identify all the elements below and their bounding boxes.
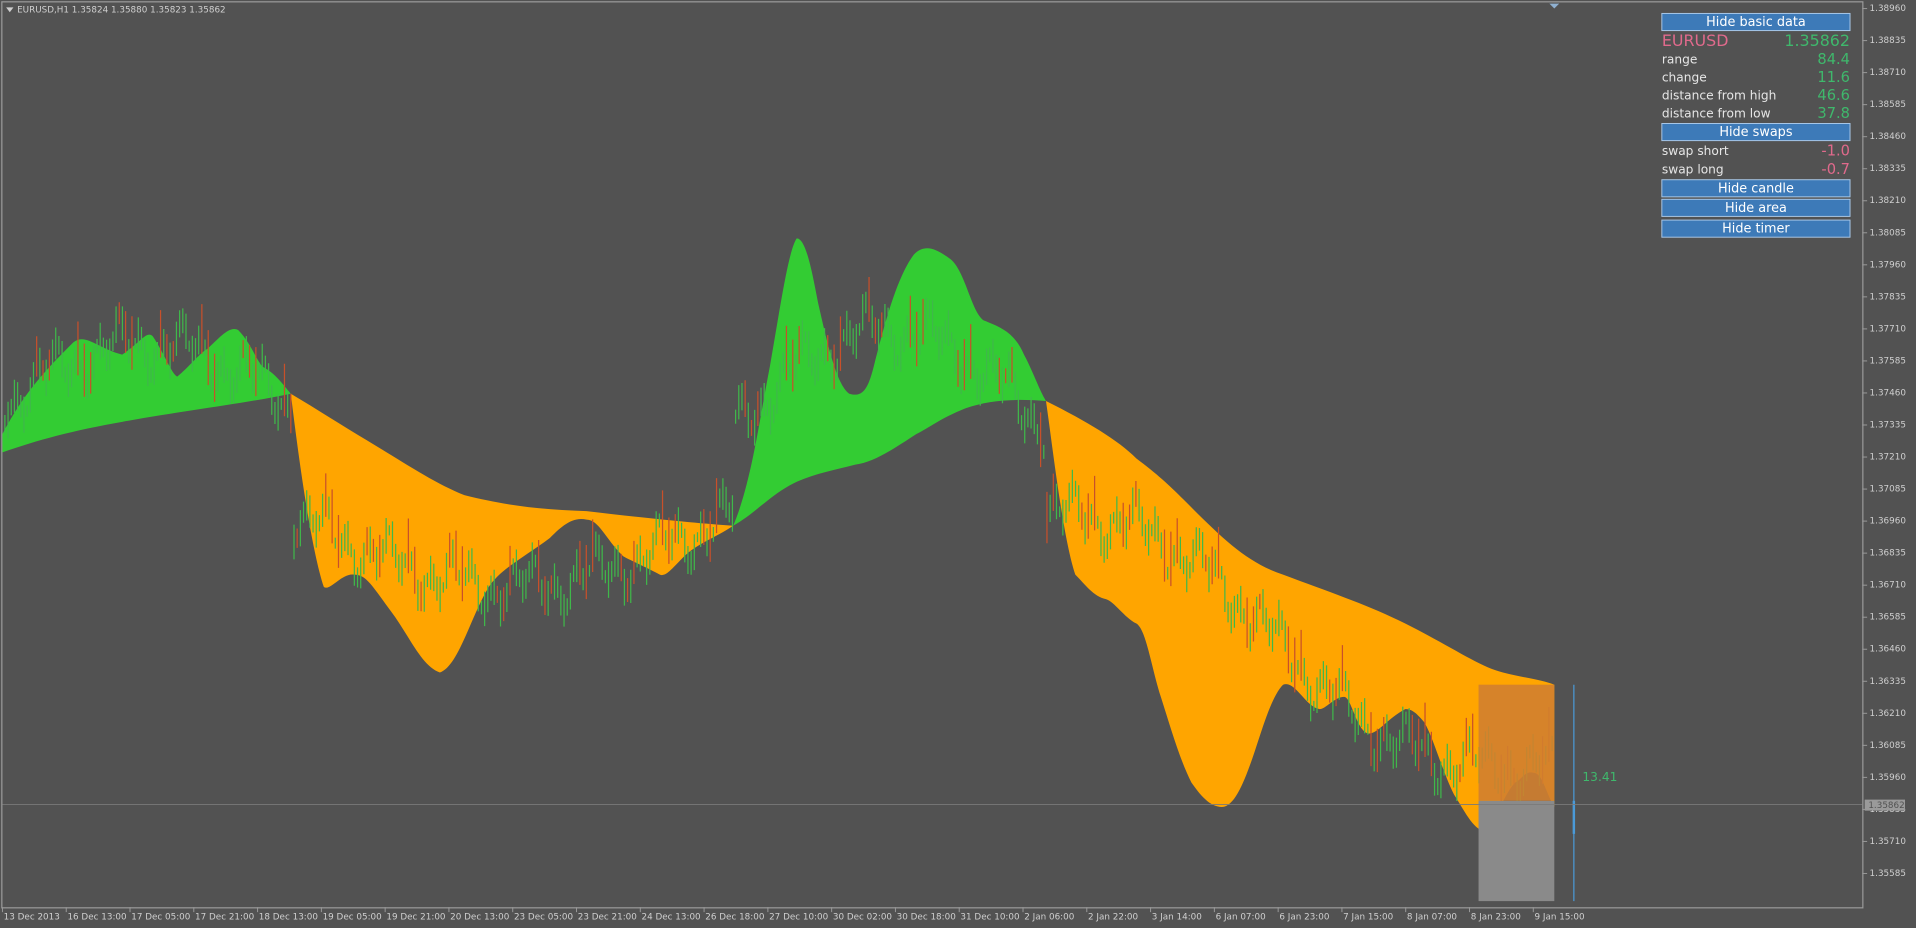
panel-row-value: -1.0	[1821, 143, 1850, 160]
price-label: 1.37835	[1870, 292, 1906, 302]
price-label: 1.38585	[1870, 100, 1906, 110]
panel-button-label[interactable]: Hide area	[1725, 201, 1787, 216]
time-label: 30 Dec 02:00	[833, 912, 893, 922]
time-label: 23 Dec 21:00	[578, 912, 638, 922]
time-label: 23 Dec 05:00	[514, 912, 574, 922]
price-label: 1.35585	[1870, 869, 1906, 879]
price-label: 1.37210	[1870, 453, 1907, 463]
green-area	[733, 238, 1046, 526]
candle-zone-lower	[1478, 800, 1555, 902]
panel-button[interactable]	[1661, 219, 1851, 238]
time-label: 24 Dec 13:00	[642, 912, 702, 922]
time-label: 3 Jan 14:00	[1152, 912, 1202, 922]
price-label: 1.38335	[1870, 164, 1906, 174]
time-label: 17 Dec 21:00	[195, 912, 255, 922]
time-label: 2 Jan 22:00	[1088, 912, 1138, 922]
panel-row-label: swap short	[1662, 144, 1729, 158]
price-label: 1.38960	[1870, 4, 1907, 14]
bull-bars	[4, 291, 1553, 809]
price-label: 1.37460	[1870, 388, 1907, 398]
shift-marker	[1549, 3, 1560, 9]
price-label: 1.36210	[1870, 709, 1907, 719]
price-label: 1.35710	[1870, 837, 1907, 847]
panel-button[interactable]	[1661, 198, 1851, 217]
time-label: 19 Dec 21:00	[386, 912, 446, 922]
time-label: 9 Jan 15:00	[1535, 912, 1585, 922]
panel-button-label[interactable]: Hide candle	[1718, 181, 1794, 196]
price-bars	[4, 277, 1553, 809]
panel-row-value: 46.6	[1817, 87, 1850, 104]
price-label: 1.37960	[1870, 260, 1907, 270]
price-label: 1.36960	[1870, 517, 1907, 527]
plot-border	[1, 1, 1864, 909]
price-label: 1.38835	[1870, 36, 1906, 46]
time-label: 20 Dec 13:00	[450, 912, 510, 922]
time-label: 8 Jan 23:00	[1471, 912, 1521, 922]
time-label: 18 Dec 13:00	[259, 912, 319, 922]
panel-row-value: 37.8	[1817, 105, 1850, 122]
time-label: 6 Jan 23:00	[1279, 912, 1329, 922]
price-label: 1.38210	[1870, 196, 1907, 206]
price-label: 1.36835	[1870, 549, 1906, 559]
price-label: 1.36585	[1870, 613, 1906, 623]
time-label: 17 Dec 05:00	[131, 912, 191, 922]
time-label: 19 Dec 05:00	[323, 912, 383, 922]
time-label: 16 Dec 13:00	[67, 912, 127, 922]
price-label: 1.38710	[1870, 68, 1907, 78]
current-price-box	[1864, 799, 1906, 811]
bear-bars	[36, 277, 1550, 805]
price-label: 1.37085	[1870, 485, 1906, 495]
candle-timer: 13.41	[1582, 770, 1617, 784]
time-label: 26 Dec 18:00	[705, 912, 765, 922]
price-label: 1.38085	[1870, 228, 1906, 238]
panel-row-label: change	[1662, 70, 1707, 84]
panel-row-value: -0.7	[1821, 161, 1850, 178]
panel-row-label: distance from low	[1662, 106, 1771, 120]
time-label: 30 Dec 18:00	[897, 912, 957, 922]
price-label: 1.35960	[1870, 773, 1907, 783]
price-label: 1.37710	[1870, 324, 1907, 334]
time-label: 31 Dec 10:00	[960, 912, 1020, 922]
time-label: 7 Jan 15:00	[1343, 912, 1393, 922]
panel-row-value: 11.6	[1817, 69, 1850, 86]
time-label: 13 Dec 2013	[4, 912, 60, 922]
symbol-price: 1.35862	[1784, 31, 1850, 50]
price-label: 1.36460	[1870, 645, 1907, 655]
price-label: 1.36710	[1870, 581, 1907, 591]
candle-zone-upper	[1478, 684, 1555, 801]
price-label: 1.36335	[1870, 677, 1906, 687]
price-label: 1.37585	[1870, 356, 1906, 366]
price-label: 1.38460	[1870, 132, 1907, 142]
panel-button[interactable]	[1661, 179, 1851, 198]
dropdown-icon	[6, 7, 14, 13]
orange-area	[1045, 401, 1555, 832]
panel-row-label: range	[1662, 52, 1698, 66]
orange-area	[290, 393, 734, 673]
panel-button-label[interactable]: Hide swaps	[1719, 125, 1792, 140]
panel-button-label[interactable]: Hide basic data	[1706, 15, 1806, 30]
current-price-label: 1.35862	[1868, 801, 1904, 811]
panel-button-label[interactable]: Hide timer	[1722, 222, 1790, 237]
price-label: 1.36085	[1870, 741, 1906, 751]
time-label: 6 Jan 07:00	[1216, 912, 1266, 922]
time-label: 27 Dec 10:00	[769, 912, 829, 922]
price-label: 1.37335	[1870, 420, 1906, 430]
panel-button[interactable]	[1661, 122, 1851, 142]
panel-button[interactable]	[1661, 12, 1851, 32]
panel-row-label: swap long	[1662, 162, 1724, 176]
time-label: 8 Jan 07:00	[1407, 912, 1457, 922]
panel-row-label: distance from high	[1662, 88, 1777, 102]
chart-header: EURUSD,H1 1.35824 1.35880 1.35823 1.3586…	[17, 5, 226, 15]
time-label: 2 Jan 06:00	[1024, 912, 1074, 922]
panel-row-value: 84.4	[1817, 51, 1850, 68]
symbol-name: EURUSD	[1662, 31, 1729, 50]
